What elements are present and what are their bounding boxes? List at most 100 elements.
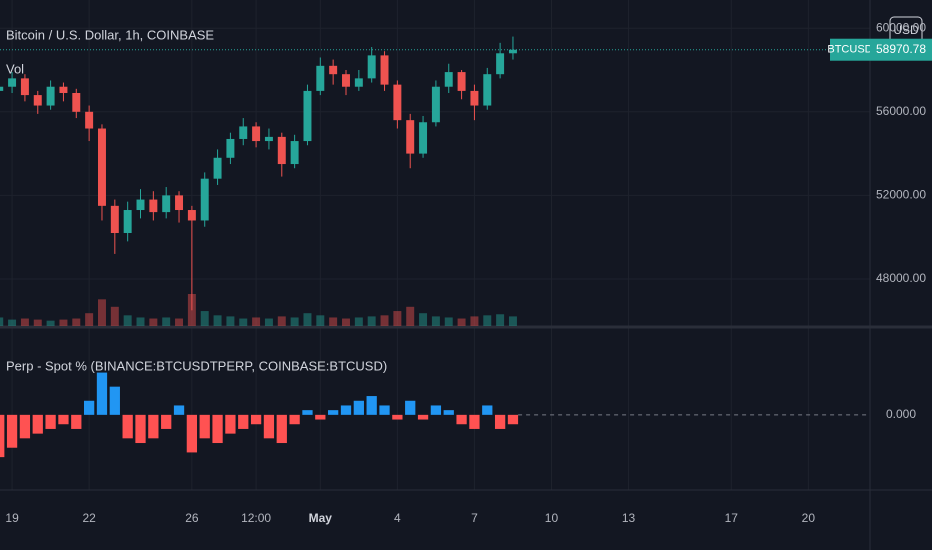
histogram-bar — [109, 386, 120, 415]
volume-bar — [0, 317, 4, 326]
histogram-bar — [469, 414, 480, 429]
candle-body — [483, 74, 492, 106]
volume-bar — [110, 306, 119, 326]
volume-bar — [342, 318, 350, 326]
histogram-bar — [32, 414, 43, 434]
volume-bar — [149, 318, 158, 326]
volume-bar — [226, 316, 235, 326]
histogram-bar — [353, 400, 364, 415]
candle-body — [406, 120, 415, 154]
x-tick-label: 13 — [622, 511, 636, 525]
volume-bar — [8, 319, 17, 326]
candle-body — [303, 90, 312, 142]
candle-body — [226, 138, 235, 158]
candle-body — [123, 210, 132, 234]
volume-bar — [72, 318, 81, 326]
volume-bar — [46, 320, 55, 326]
volume-bar — [380, 315, 389, 326]
histogram-bar — [430, 405, 442, 415]
volume-bar — [136, 317, 145, 326]
histogram-bar — [58, 414, 69, 425]
candle-body — [354, 78, 363, 87]
candle-body — [85, 111, 94, 129]
histogram-bar — [19, 414, 31, 439]
volume-bar — [162, 317, 171, 326]
volume-label: Vol — [6, 61, 24, 76]
candle-body — [46, 86, 55, 106]
volume-bar — [33, 319, 42, 326]
volume-bar — [354, 317, 363, 326]
histogram-bar — [173, 405, 185, 415]
histogram-bar — [186, 414, 198, 453]
volume-bar — [200, 311, 209, 326]
candle-body — [110, 205, 119, 234]
volume-bar — [483, 315, 492, 326]
histogram-bar — [0, 414, 5, 458]
volume-bar — [20, 318, 29, 326]
histogram-bar — [315, 414, 326, 420]
candle-body — [470, 90, 479, 106]
x-tick-label: 17 — [725, 511, 739, 525]
volume-bar — [290, 317, 299, 326]
histogram-bar — [417, 414, 429, 420]
candle-body — [187, 210, 196, 221]
volume-bar — [316, 315, 325, 326]
candle-body — [0, 86, 4, 91]
x-tick-label: 22 — [82, 511, 96, 525]
candle-body — [8, 78, 17, 87]
volume-bar — [85, 313, 94, 326]
candle-body — [136, 199, 145, 211]
volume-bar — [470, 316, 479, 326]
histogram-bar — [494, 414, 506, 429]
histogram-bar — [199, 414, 210, 439]
histogram-bar — [225, 414, 236, 434]
volume-bar — [97, 299, 106, 326]
volume-bar — [239, 318, 248, 326]
candle-body — [175, 195, 184, 211]
volume-bar — [59, 319, 68, 326]
histogram-bar — [482, 405, 493, 415]
last-price-label: 58970.78 — [876, 42, 926, 56]
volume-bar — [457, 318, 466, 326]
candle-body — [393, 84, 402, 121]
volume-bar — [123, 315, 132, 326]
last-price-box — [870, 38, 932, 61]
histogram-bar — [96, 372, 108, 415]
histogram-bar — [71, 414, 82, 429]
histogram-bar — [328, 410, 339, 415]
x-tick-label: May — [309, 511, 333, 525]
volume-bar — [252, 317, 261, 326]
y-tick-label: 0.000 — [886, 407, 916, 421]
indicator-title: Perp - Spot % (BINANCE:BTCUSDTPERP, COIN… — [6, 358, 387, 373]
candle-body — [97, 128, 106, 206]
y-tick-label: 56000.00 — [876, 104, 926, 118]
candle-body — [213, 157, 222, 179]
candle-body — [20, 78, 29, 96]
histogram-bar — [340, 405, 352, 415]
currency-label[interactable]: USD — [893, 23, 919, 37]
volume-bar — [444, 317, 453, 326]
volume-bar — [508, 316, 517, 326]
histogram-bar — [83, 400, 95, 415]
candle-body — [496, 53, 505, 75]
histogram-bar — [122, 414, 133, 439]
volume-bar — [329, 317, 338, 326]
last-price-symbol: BTCUSD — [827, 44, 872, 56]
histogram-bar — [263, 414, 275, 439]
histogram-bar — [6, 414, 18, 448]
candle-body — [342, 74, 350, 87]
candle-body — [290, 141, 299, 165]
candle-body — [149, 199, 158, 213]
candle-body — [329, 65, 338, 75]
volume-bar — [367, 316, 376, 326]
volume-bar — [303, 313, 312, 326]
volume-bar — [496, 314, 505, 326]
volume-bar — [419, 313, 428, 326]
histogram-bar — [366, 396, 377, 415]
volume-bar — [175, 318, 184, 326]
candle-body — [419, 122, 428, 154]
y-tick-label: 48000.00 — [876, 271, 926, 285]
